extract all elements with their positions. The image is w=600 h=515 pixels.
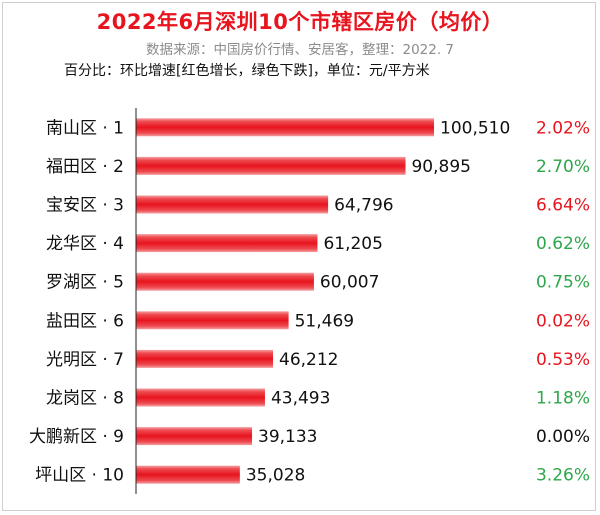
value-label: 60,007 <box>320 273 379 293</box>
change-label: 0.00% <box>536 427 590 447</box>
bar <box>136 465 240 484</box>
category-label: 大鹏新区 · 9 <box>29 427 124 447</box>
change-label: 0.62% <box>536 234 590 254</box>
bar <box>136 156 406 175</box>
category-label: 罗湖区 · 5 <box>46 273 124 293</box>
bar <box>136 311 289 330</box>
bar <box>136 427 253 446</box>
category-label: 光明区 · 7 <box>46 350 124 370</box>
category-label: 南山区 · 1 <box>46 118 124 138</box>
bar <box>136 388 265 407</box>
chart-title: 2022年6月深圳10个市辖区房价（均价） <box>96 10 504 34</box>
value-label: 43,493 <box>271 389 330 409</box>
bar <box>136 272 314 291</box>
value-label: 90,895 <box>411 157 470 177</box>
chart-note: 百分比：环比增速[红色增长，绿色下跌]，单位：元/平方米 <box>64 63 430 79</box>
value-label: 61,205 <box>323 234 382 254</box>
bar <box>136 349 274 368</box>
chart-subtitle: 数据来源：中国房价行情、安居客，整理：2022. 7 <box>145 42 455 58</box>
change-label: 2.02% <box>536 118 590 138</box>
bar <box>136 195 329 214</box>
change-label: 6.64% <box>536 196 590 216</box>
category-label: 福田区 · 2 <box>46 157 124 177</box>
category-label: 盐田区 · 6 <box>46 311 124 331</box>
value-label: 39,133 <box>258 427 317 447</box>
category-label: 龙岗区 · 8 <box>46 389 124 409</box>
value-label: 51,469 <box>295 311 354 331</box>
change-label: 3.26% <box>536 466 590 486</box>
value-label: 35,028 <box>246 466 305 486</box>
category-label: 龙华区 · 4 <box>46 234 124 254</box>
value-label: 64,796 <box>334 196 393 216</box>
change-label: 0.53% <box>536 350 590 370</box>
change-label: 0.75% <box>536 273 590 293</box>
value-label: 46,212 <box>279 350 338 370</box>
category-label: 宝安区 · 3 <box>46 196 124 216</box>
bar <box>136 118 434 137</box>
category-label: 坪山区 · 10 <box>35 466 124 486</box>
bar <box>136 234 318 253</box>
change-label: 0.02% <box>536 311 590 331</box>
change-label: 2.70% <box>536 157 590 177</box>
value-label: 100,510 <box>440 118 510 138</box>
change-label: 1.18% <box>536 389 590 409</box>
chart-frame <box>2 2 596 511</box>
